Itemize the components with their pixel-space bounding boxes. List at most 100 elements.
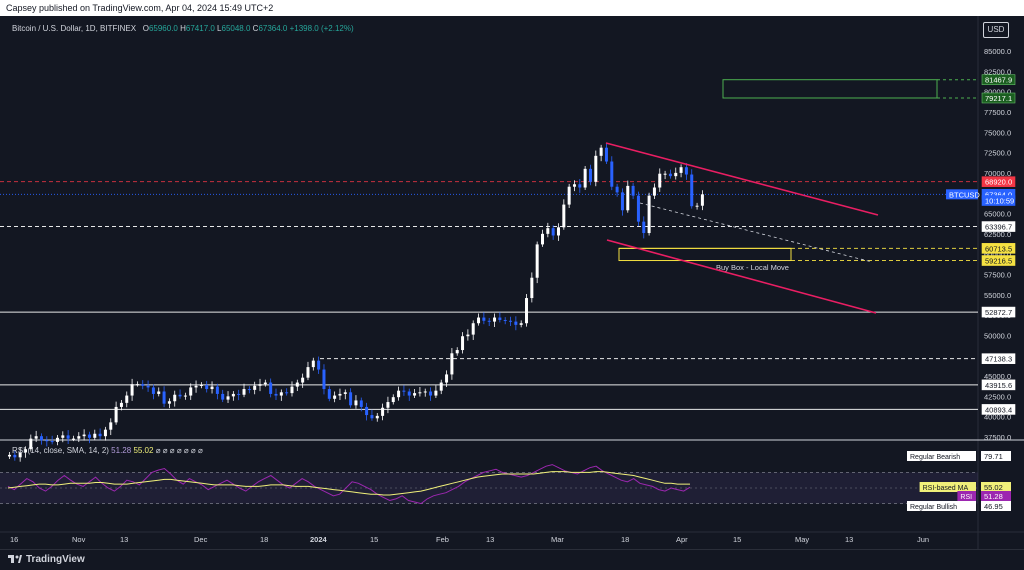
candle-body <box>103 429 107 437</box>
open-label: O <box>142 24 149 33</box>
candle-body <box>615 186 619 193</box>
chart-area[interactable]: Buy Box - Local Move Regular Bearish 79.7… <box>0 16 1024 549</box>
buy-box-label: Buy Box - Local Move <box>716 263 789 272</box>
candle-body <box>487 320 491 322</box>
candle-body <box>588 168 592 182</box>
candle-body <box>370 415 374 419</box>
candle-body <box>418 392 422 394</box>
candle-body <box>130 384 134 396</box>
rsi-tag-label-bg <box>907 501 976 511</box>
candle-body <box>599 147 603 156</box>
candle-body <box>658 173 662 188</box>
price-tag <box>981 353 1016 364</box>
symbol-legend: Bitcoin / U.S. Dollar, 1D, BITFINEX O659… <box>12 24 354 33</box>
candle-body <box>668 173 672 177</box>
rsi-legend: RSI (14, close, SMA, 14, 2) 51.28 55.02 … <box>12 446 203 455</box>
candle-body <box>365 406 369 416</box>
candle-body <box>87 434 91 438</box>
time-tick: 2024 <box>310 535 328 544</box>
candle-body <box>333 395 337 399</box>
candle-body <box>119 402 123 407</box>
candle-body <box>349 392 353 406</box>
time-tick: 15 <box>370 535 378 544</box>
time-tick: 16 <box>10 535 18 544</box>
rsi-label: RSI (14, close, SMA, 14, 2) <box>12 446 109 455</box>
candle-body <box>423 391 427 393</box>
price-tick: 65000.0 <box>984 210 1011 219</box>
rsi-pane: Regular Bearish 79.71 RSI-based MA 55.02 RSI… <box>0 451 1011 511</box>
price-tick: 80000.0 <box>984 88 1011 97</box>
candle-body <box>541 233 544 245</box>
candle-body <box>269 382 273 394</box>
candle-body <box>189 387 193 396</box>
candle-body <box>652 187 656 196</box>
candle-body <box>146 385 150 388</box>
price-tag-text: 67364.0 <box>985 190 1012 199</box>
price-tick: 42500.0 <box>984 392 1011 401</box>
high-label: H <box>180 24 186 33</box>
brand[interactable]: TradingView <box>8 554 85 565</box>
price-tag-text: 59216.5 <box>985 257 1012 266</box>
candle-body <box>562 204 566 228</box>
candle-body <box>301 377 305 383</box>
candle-body <box>61 435 65 438</box>
candle-body <box>402 390 406 392</box>
candle-body <box>626 185 630 211</box>
candle-body <box>183 395 187 397</box>
price-tick: 37500.0 <box>984 433 1011 442</box>
time-tick: 15 <box>733 535 741 544</box>
candle-body <box>434 390 438 396</box>
candle-body <box>610 161 614 187</box>
rsi-tag <box>981 501 1011 511</box>
time-tick: Feb <box>436 535 449 544</box>
candle-body <box>18 452 22 458</box>
candle-body <box>263 382 267 385</box>
candle-body <box>525 298 529 324</box>
candle-body <box>151 387 155 394</box>
rsi-value: 51.28 <box>111 446 132 455</box>
candle-body <box>231 393 235 397</box>
candle-body <box>359 400 363 407</box>
publish-header: Capsey published on TradingView.com, Apr… <box>0 0 1024 16</box>
rsi-tag <box>981 491 1011 501</box>
price-tick: 82500.0 <box>984 67 1011 76</box>
candle-body <box>530 277 534 299</box>
rsi-tag <box>981 482 1011 492</box>
channel-upper-line <box>605 142 879 216</box>
rsi-tag-text: 79.71 <box>984 452 1003 461</box>
candle-body <box>695 205 699 207</box>
candle-body <box>23 449 27 453</box>
candle-body <box>684 167 688 175</box>
candle-body <box>679 167 683 173</box>
publish-text: Capsey published on TradingView.com, Apr… <box>6 3 274 13</box>
candle-body <box>578 184 582 188</box>
rsi-tag-label: RSI-based MA <box>923 485 969 492</box>
rsi-ma-value: 55.02 <box>133 446 154 455</box>
candle-body <box>215 386 219 394</box>
candle-body <box>199 384 203 386</box>
candle-body <box>157 391 161 394</box>
rsi-line <box>7 464 691 505</box>
candle-body <box>556 227 560 236</box>
time-tick: Nov <box>72 535 86 544</box>
price-tag-text: 40893.4 <box>985 405 1012 414</box>
price-axis: 85000.0 82500.0 80000.0 77500.0 75000.0 72500… <box>946 47 1016 442</box>
candle-body <box>354 400 358 406</box>
chart-svg[interactable]: Buy Box - Local Move Regular Bearish 79.7… <box>0 16 1024 549</box>
close-value: 67364.0 <box>258 24 288 33</box>
candle-body <box>285 392 289 394</box>
tradingview-logo-icon <box>8 555 22 563</box>
candle-body <box>594 155 598 182</box>
candles <box>8 143 704 462</box>
candle-body <box>439 382 443 391</box>
candle-body <box>327 389 331 399</box>
time-tick: May <box>795 535 809 544</box>
candle-body <box>503 319 507 321</box>
candle-body <box>66 435 70 439</box>
candle-body <box>482 317 486 321</box>
candle-body <box>98 433 102 437</box>
currency-button[interactable]: USD <box>983 22 1009 38</box>
rsi-tag-label-bg <box>957 491 976 501</box>
candle-body <box>93 433 97 438</box>
candle-body <box>135 384 139 386</box>
